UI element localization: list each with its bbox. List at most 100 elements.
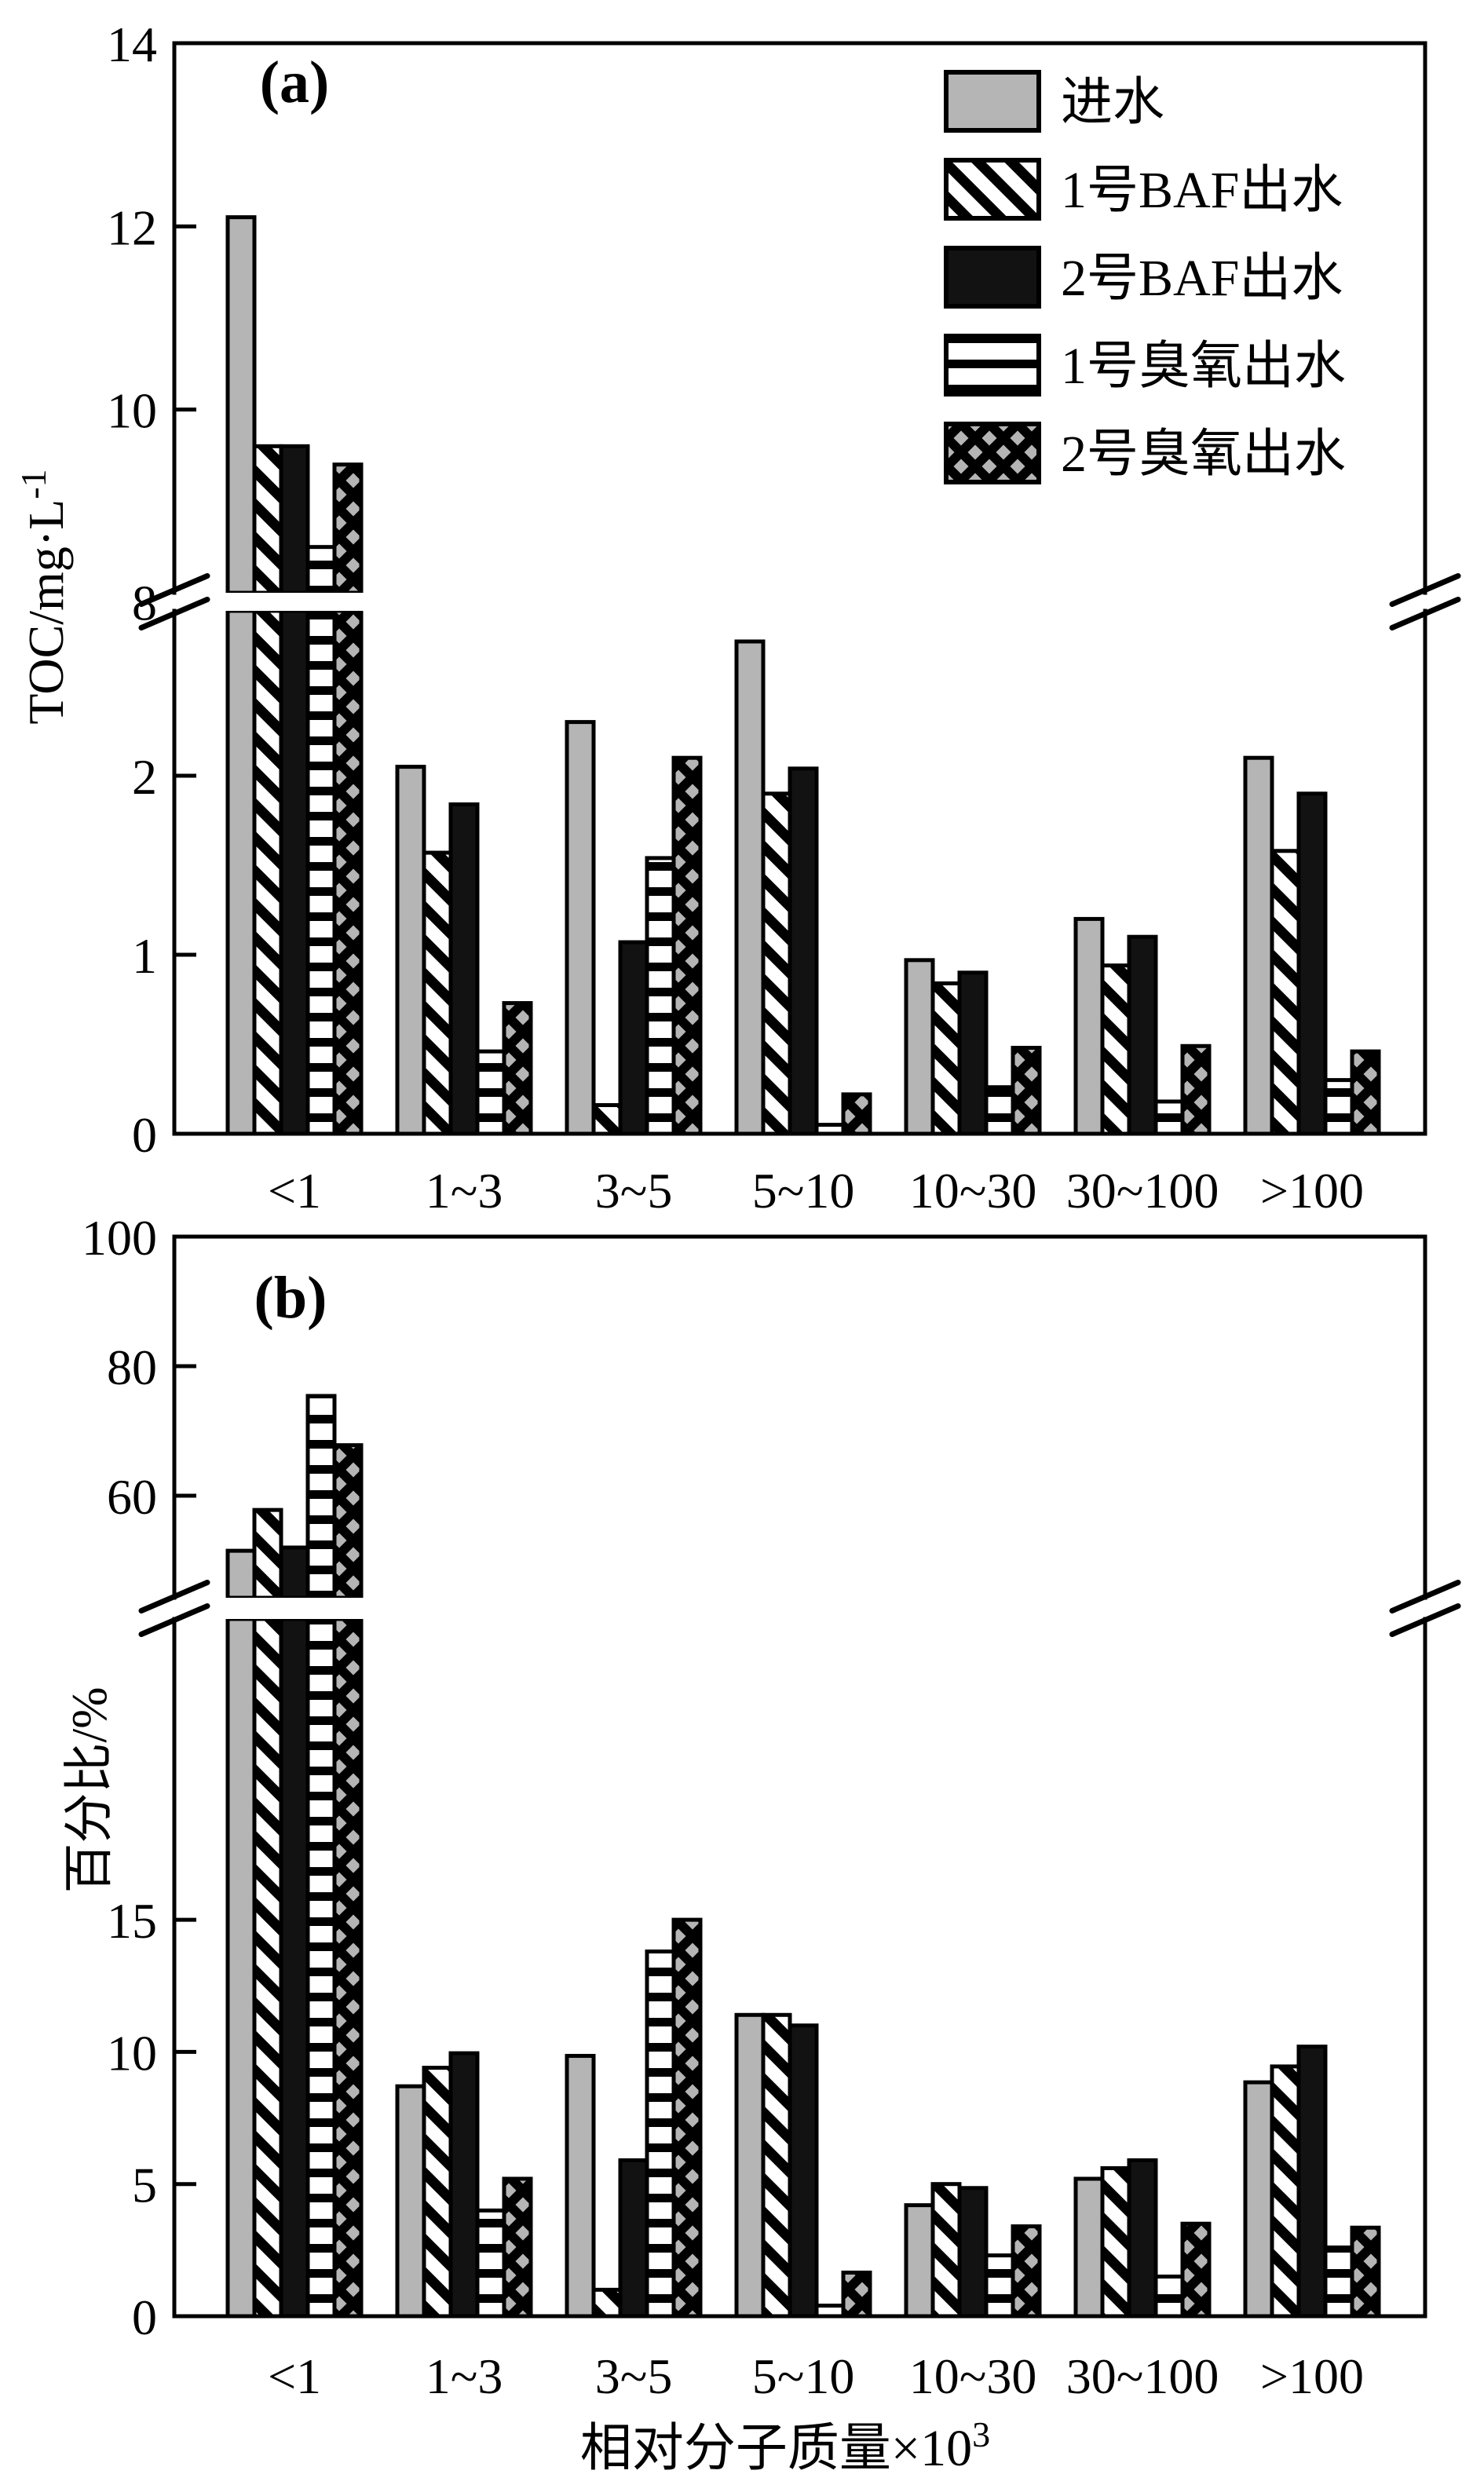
- bar-a-5~10-s0: [734, 639, 766, 1136]
- bar-b-5~10-s1: [761, 2012, 792, 2319]
- bar-b-1~3-s2: [448, 2051, 480, 2319]
- bar-a-30~100-s0: [1073, 916, 1105, 1136]
- bar-b-<1-s1: [252, 1507, 283, 2319]
- bar-a-1~3-s0: [395, 765, 426, 1136]
- bar-a-5~10-s1: [761, 791, 792, 1136]
- bar-b-30~100-s4: [1180, 2221, 1212, 2319]
- bar-b->100-s1: [1270, 2064, 1301, 2319]
- bar-b-30~100-s3: [1153, 2275, 1185, 2319]
- y-tick-label: 100: [82, 1210, 157, 1266]
- y-tick-label: 15: [107, 1893, 157, 1949]
- bar-a-10~30-s3: [984, 1085, 1015, 1136]
- y-axis-title-a: TOC/mg·L-1: [13, 469, 74, 724]
- x-category-label: 5~10: [752, 1163, 855, 1219]
- plot-frame: [172, 1234, 1427, 2319]
- bar-a-1~3-s2: [448, 802, 480, 1136]
- bar-b-5~10-s4: [841, 2270, 872, 2319]
- bar-b-5~10-s2: [788, 2023, 819, 2319]
- legend-item: 1号臭氧出水: [944, 334, 1346, 397]
- bar-b-10~30-s2: [957, 2186, 989, 2319]
- bar-b-<1-s2: [279, 1545, 310, 2319]
- legend-swatch-crosshatch: [944, 422, 1041, 484]
- legend-label: 1号臭氧出水: [1061, 338, 1346, 395]
- legend: 进水 1号BAF出水 2号BAF出水 1号臭氧出水 2号臭氧出水: [944, 70, 1346, 484]
- y-tick-label: 1: [132, 928, 157, 984]
- axis-break-band: [177, 593, 1423, 611]
- x-category-label: 3~5: [595, 1163, 673, 1219]
- x-category-label: >100: [1260, 1163, 1364, 1219]
- y-tick-label: 2: [132, 749, 157, 805]
- plot-frame: [172, 41, 1427, 1136]
- x-category-label: 1~3: [426, 1163, 503, 1219]
- bar-a-30~100-s4: [1180, 1043, 1212, 1136]
- bar-a-<1-s2: [279, 444, 310, 1136]
- y-tick-label: 0: [132, 1107, 157, 1163]
- x-category-label: 1~3: [426, 2348, 503, 2404]
- panel-b: 60 80 100 0 5 10 15 <1 1~3 3~5 5~10 10~30 30~100 >100…: [82, 1210, 1461, 2404]
- y-tick-label: 10: [107, 383, 157, 439]
- bar-a-1~3-s4: [502, 1001, 533, 1136]
- axis-break-icon: [138, 573, 210, 630]
- bar-a->100-s3: [1323, 1078, 1354, 1136]
- y-tick-label: 80: [107, 1339, 157, 1395]
- y-tick-label: 0: [132, 2289, 157, 2345]
- bar-b-1~3-s4: [502, 2176, 533, 2319]
- bar-a-5~10-s4: [841, 1092, 872, 1136]
- bar-a-3~5-s2: [618, 940, 649, 1136]
- axis-break-icon: [1389, 1580, 1461, 1637]
- bar-b-30~100-s1: [1100, 2166, 1131, 2319]
- bar-b-3~5-s3: [645, 1949, 676, 2319]
- y-axis-title-b-text: 百分比/%: [61, 1687, 117, 1893]
- bar-a-10~30-s4: [1011, 1046, 1042, 1136]
- bar-a->100-s4: [1350, 1049, 1381, 1136]
- axis-break-icon: [138, 1580, 210, 1637]
- bar-b-3~5-s2: [618, 2158, 649, 2319]
- bar-b->100-s0: [1243, 2080, 1274, 2319]
- bar-b-1~3-s0: [395, 2084, 426, 2319]
- legend-swatch-diagonal-hatch: [944, 158, 1041, 221]
- legend-label: 2号BAF出水: [1061, 250, 1343, 307]
- bar-a-3~5-s1: [591, 1103, 623, 1136]
- bar-a-3~5-s0: [565, 720, 596, 1136]
- x-axis-title: 相对分子质量×103: [580, 2414, 990, 2477]
- bar-a->100-s1: [1270, 849, 1301, 1136]
- legend-swatch-horizontal-lines: [944, 334, 1041, 397]
- y-axis-title-b: 百分比/%: [61, 1687, 117, 1893]
- bar-a-10~30-s2: [957, 970, 989, 1136]
- axis-break-icon: [1389, 573, 1461, 630]
- bar-b-3~5-s1: [591, 2287, 623, 2319]
- x-category-label: 30~100: [1066, 2348, 1219, 2404]
- bar-a-3~5-s3: [645, 856, 676, 1136]
- bar-b-<1-s4: [332, 1443, 364, 2319]
- bar-a-<1-s4: [332, 462, 364, 1136]
- bar-b->100-s4: [1350, 2225, 1381, 2319]
- bar-a-30~100-s1: [1100, 963, 1131, 1136]
- y-axis-title-a-text: TOC/mg·L-1: [13, 469, 74, 724]
- axis-break-band: [177, 1598, 1423, 1619]
- bar-a-3~5-s4: [671, 755, 703, 1136]
- bar-a-<1-s0: [225, 215, 257, 1136]
- bar-b-3~5-s0: [565, 2053, 596, 2319]
- panel-letter: (b): [254, 1265, 327, 1331]
- bar-b-1~3-s1: [422, 2066, 453, 2319]
- bar-a-5~10-s2: [788, 766, 819, 1136]
- x-category-label: 10~30: [909, 1163, 1037, 1219]
- bar-b->100-s3: [1323, 2245, 1354, 2319]
- bar-b-10~30-s1: [930, 2182, 962, 2319]
- bar-a->100-s0: [1243, 755, 1274, 1136]
- y-tick-label: 12: [107, 199, 157, 255]
- x-category-label: >100: [1260, 2348, 1364, 2404]
- x-category-label: <1: [268, 1163, 321, 1219]
- bar-b->100-s2: [1296, 2045, 1328, 2319]
- bar-b-<1-s3: [305, 1394, 337, 2319]
- legend-item: 2号BAF出水: [944, 246, 1343, 309]
- bar-a-30~100-s2: [1127, 934, 1158, 1136]
- legend-label: 2号臭氧出水: [1061, 426, 1346, 483]
- legend-label: 进水: [1061, 74, 1164, 131]
- bar-a-1~3-s3: [475, 1049, 506, 1136]
- bar-b-1~3-s3: [475, 2208, 506, 2319]
